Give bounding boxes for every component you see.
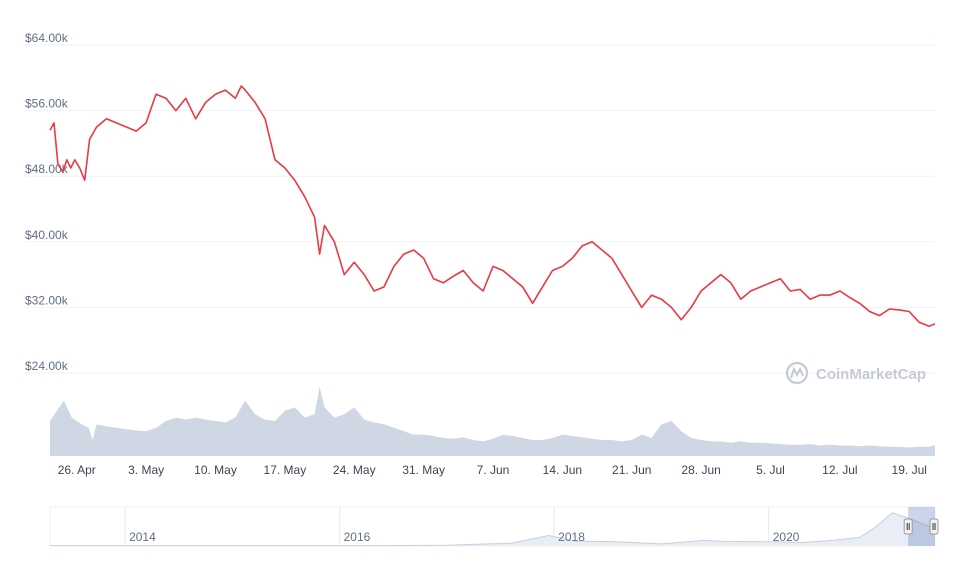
y-tick-label: $24.00k [25,359,69,373]
x-tick-label: 10. May [194,463,237,477]
x-tick-label: 31. May [402,463,445,477]
navigator-year-labels: 2014 2016 2018 2020 [129,530,800,544]
navigator-year-label: 2016 [344,530,371,544]
handle-grip [903,518,913,535]
coinmarketcap-watermark: CoinMarketCap [785,361,926,385]
navigator-background [49,506,936,547]
x-tick-label: 21. Jun [612,463,651,477]
handle-grip [929,518,939,535]
x-tick-label: 17. May [264,463,307,477]
navigator-area [50,512,935,546]
navigator-year-label: 2018 [558,530,585,544]
x-tick-label: 24. May [333,463,376,477]
volume-area [50,387,935,455]
x-tick-label: 28. Jun [681,463,720,477]
x-tick-label: 7. Jun [477,463,510,477]
navigator-year-label: 2020 [773,530,800,544]
x-tick-label: 14. Jun [543,463,582,477]
price-line[interactable] [49,85,936,328]
y-tick-label: $32.00k [25,293,69,307]
range-navigator[interactable]: 2014 2016 2018 2020 [49,506,939,547]
x-tick-label: 12. Jul [822,463,857,477]
navigator-year-label: 2014 [129,530,156,544]
x-axis-ticks: 26. Apr 3. May 10. May 17. May 24. May 3… [58,463,927,477]
navigator-handle-right[interactable] [929,518,939,535]
coinmarketcap-logo-icon [785,361,809,385]
y-tick-label: $48.00k [25,162,69,176]
watermark-text: CoinMarketCap [816,366,926,383]
x-tick-label: 19. Jul [892,463,927,477]
y-tick-label: $40.00k [25,228,69,242]
x-tick-label: 3. May [128,463,164,477]
x-tick-label: 26. Apr [58,463,96,477]
navigator-line [50,512,936,547]
navigator-handle-left[interactable] [903,518,913,535]
x-tick-label: 5. Jul [756,463,785,477]
y-tick-label: $64.00k [25,31,69,45]
y-gridlines [25,44,935,374]
y-axis-ticks: $24.00k $32.00k $40.00k $48.00k $56.00k … [25,31,69,373]
y-tick-label: $56.00k [25,97,69,111]
